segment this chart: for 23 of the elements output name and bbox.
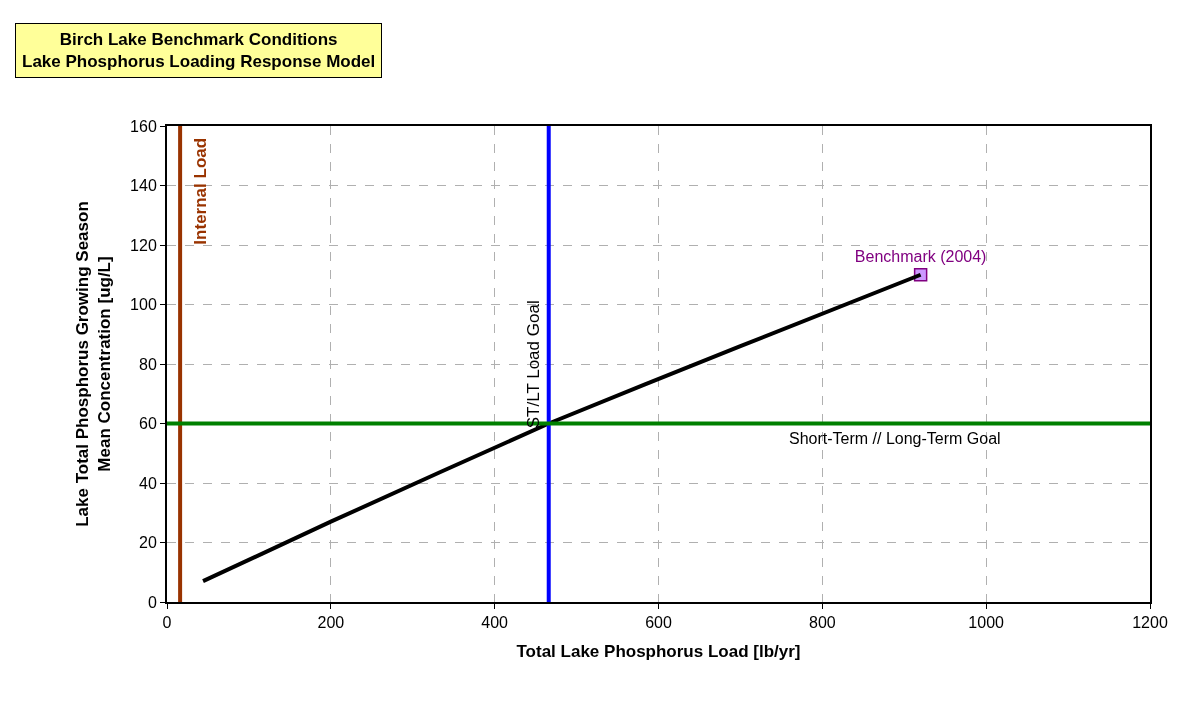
x-tick-label: 200 [317, 614, 345, 632]
y-tick-label: 0 [147, 593, 157, 611]
y-axis-title: Lake Total Phosphorus Growing Season Mean Concentration [ug/L] [73, 201, 115, 527]
x-tick-label: 1200 [1132, 614, 1168, 632]
x-axis-title: Total Lake Phosphorus Load [lb/yr] [516, 642, 801, 662]
y-tick-label: 40 [139, 474, 157, 492]
ref-line-label: Short-Term // Long-Term Goal [789, 430, 1001, 447]
x-tick-label: 800 [808, 614, 836, 632]
y-tick-label: 20 [139, 534, 157, 552]
y-tick-label: 80 [139, 355, 157, 373]
series-label: Benchmark (2004) [854, 248, 987, 266]
ref-line-label: ST/LT Load Goal [524, 300, 544, 429]
y-tick-label: 60 [139, 415, 157, 433]
y-tick-label: 160 [130, 117, 157, 135]
chart-title: Birch Lake Benchmark Conditions Lake Phosphorus Loading Response Model [22, 30, 376, 72]
x-tick-label: 600 [645, 614, 672, 632]
y-tick-label: 120 [130, 236, 157, 254]
x-tick-label: 1000 [968, 614, 1005, 632]
x-tick-label: 0 [162, 614, 172, 632]
ref-line-label: Internal Load [190, 137, 210, 245]
y-tick-label: 100 [130, 296, 157, 314]
y-tick-label: 140 [130, 177, 157, 195]
x-tick-label: 400 [481, 614, 509, 632]
